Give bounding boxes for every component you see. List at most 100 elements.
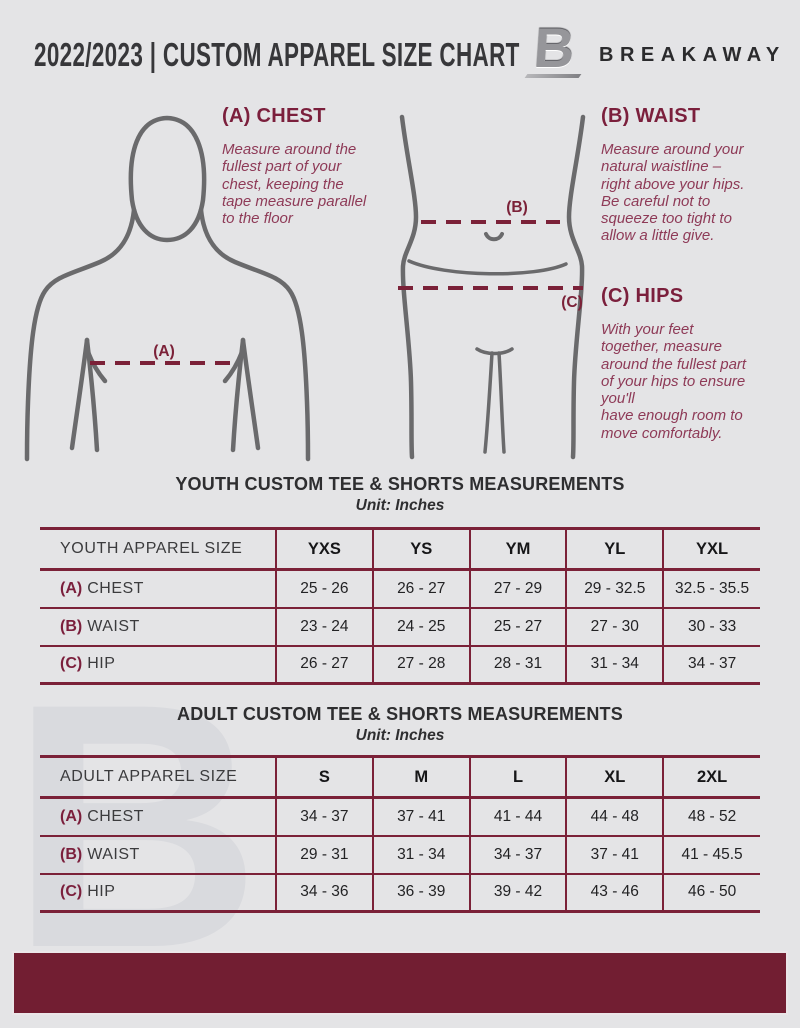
measure-cell: 34 - 37 (468, 835, 567, 875)
row-label-text: WAIST (87, 845, 140, 863)
measure-cell: 34 - 36 (275, 873, 373, 913)
row-label-cell: (B) WAIST (40, 607, 276, 647)
chest-instruction: (A) CHEST Measure around the fullest par… (222, 105, 422, 227)
adult-table-container: ADULT APPAREL SIZE S M L XL 2XL (A) CHEST… (40, 755, 760, 913)
measure-cell: 34 - 37 (662, 645, 760, 685)
hips-instruction-heading: (C) HIPS (601, 285, 684, 307)
torso-right-outline (566, 114, 586, 460)
table-row-waist: (B) WAIST 23 - 24 24 - 25 25 - 27 27 - 30… (40, 607, 760, 647)
size-col-header: YL (565, 527, 664, 571)
size-col-header: YM (468, 527, 567, 571)
row-label-text: HIP (87, 655, 116, 673)
measure-cell: 27 - 28 (371, 645, 470, 685)
adult-section-title: ADULT CUSTOM TEE & SHORTS MEASUREMENTS (177, 704, 623, 724)
row-label-prefix: (C) (60, 883, 83, 901)
chest-instruction-body: Measure around the fullest part of your … (222, 141, 367, 227)
table-row-hip: (C) HIP 34 - 36 36 - 39 39 - 42 43 - 46 4… (40, 873, 760, 913)
measure-cell: 26 - 27 (275, 645, 373, 685)
row-label-cell: (C) HIP (40, 873, 276, 913)
adult-section-unit: Unit: Inches (355, 727, 445, 744)
size-col-header: S (275, 755, 373, 799)
right-armpit-outer-line (240, 337, 261, 451)
measurement-figures-illustration: (A) (B) (C) (24, 114, 586, 462)
row-label-cell: (A) CHEST (40, 797, 276, 837)
adult-size-table: ADULT APPAREL SIZE S M L XL 2XL (A) CHEST… (40, 755, 760, 913)
measure-cell: 44 - 48 (565, 797, 664, 837)
table-row-hip: (C) HIP 26 - 27 27 - 28 28 - 31 31 - 34 3… (40, 645, 760, 685)
footer-accent-bar (12, 951, 788, 1015)
row-label-text: CHEST (87, 579, 144, 597)
torso-left-outline (399, 114, 419, 460)
row-label-prefix: (C) (60, 655, 83, 673)
chest-instruction-heading: (A) CHEST (222, 105, 326, 127)
measure-cell: 41 - 44 (468, 797, 567, 837)
table-row-chest: (A) CHEST 34 - 37 37 - 41 41 - 44 44 - 48… (40, 797, 760, 837)
waist-instruction-heading: (B) WAIST (601, 105, 701, 127)
navel-mark (484, 232, 504, 242)
table-row-chest: (A) CHEST 25 - 26 26 - 27 27 - 29 29 - 32… (40, 569, 760, 609)
row-label-prefix: (B) (60, 617, 83, 635)
chest-measure-label: (A) (153, 343, 175, 360)
measure-cell: 34 - 37 (275, 797, 373, 837)
row-label-text: HIP (87, 883, 116, 901)
logo-base-bar (524, 74, 582, 78)
waist-instruction: (B) WAIST Measure around your natural wa… (601, 105, 800, 245)
crotch-line (475, 347, 514, 356)
logo-b-glyph: B (531, 16, 577, 79)
left-shoulder-arm-line (24, 207, 137, 462)
waist-measure-label: (B) (506, 199, 528, 216)
right-shoulder-arm-line (198, 207, 311, 462)
left-armpit-outer-line (69, 337, 90, 451)
waist-instruction-body: Measure around your natural waistline – … (601, 141, 745, 245)
measure-cell: 32.5 - 35.5 (662, 569, 760, 609)
head-outline (128, 115, 207, 243)
measure-cell: 27 - 29 (468, 569, 567, 609)
hip-contour-line (407, 259, 568, 276)
measure-cell: 39 - 42 (468, 873, 567, 913)
hips-instruction-body: With your feet together, measure around … (601, 321, 747, 442)
hips-measure-label: (C) (561, 294, 583, 311)
table-row-waist: (B) WAIST 29 - 31 31 - 34 34 - 37 37 - 41… (40, 835, 760, 875)
size-col-header: XL (565, 755, 664, 799)
measure-cell: 23 - 24 (275, 607, 373, 647)
brand-name: BREAKAWAY (599, 44, 786, 66)
youth-table-header-row: YOUTH APPAREL SIZE YXS YS YM YL YXL (40, 527, 760, 571)
measure-cell: 30 - 33 (662, 607, 760, 647)
measure-cell: 28 - 31 (468, 645, 567, 685)
adult-size-header: ADULT APPAREL SIZE (40, 755, 276, 799)
left-armpit-branch-line (85, 349, 108, 384)
upper-body-figure (24, 115, 311, 462)
measure-cell: 29 - 32.5 (565, 569, 664, 609)
measure-cell: 48 - 52 (662, 797, 760, 837)
measure-cell: 37 - 41 (565, 835, 664, 875)
youth-size-table: YOUTH APPAREL SIZE YXS YS YM YL YXL (A) C… (40, 527, 760, 685)
adult-table-header-row: ADULT APPAREL SIZE S M L XL 2XL (40, 755, 760, 799)
inner-leg-left-line (483, 351, 494, 454)
row-label-cell: (B) WAIST (40, 835, 276, 875)
measure-cell: 29 - 31 (275, 835, 373, 875)
size-col-header: 2XL (662, 755, 760, 799)
size-col-header: YXS (275, 527, 373, 571)
measure-cell: 26 - 27 (371, 569, 470, 609)
youth-section-unit: Unit: Inches (355, 497, 445, 514)
measure-cell: 31 - 34 (565, 645, 664, 685)
measure-cell: 43 - 46 (565, 873, 664, 913)
size-col-header: L (468, 755, 567, 799)
page-title: 2022/2023 | CUSTOM APPAREL SIZE CHART (34, 36, 520, 73)
size-col-header: YS (371, 527, 470, 571)
lower-body-figure (399, 114, 586, 460)
measure-cell: 25 - 26 (275, 569, 373, 609)
measurement-dashed-lines (90, 220, 583, 365)
youth-size-header: YOUTH APPAREL SIZE (40, 527, 276, 571)
row-label-prefix: (B) (60, 845, 83, 863)
inner-leg-right-line (497, 351, 506, 454)
measure-cell: 25 - 27 (468, 607, 567, 647)
row-label-cell: (A) CHEST (40, 569, 276, 609)
measure-cell: 24 - 25 (371, 607, 470, 647)
breakaway-logo-icon: B (524, 16, 594, 82)
row-label-prefix: (A) (60, 579, 83, 597)
size-col-header: YXL (662, 527, 760, 571)
row-label-cell: (C) HIP (40, 645, 276, 685)
measure-cell: 27 - 30 (565, 607, 664, 647)
